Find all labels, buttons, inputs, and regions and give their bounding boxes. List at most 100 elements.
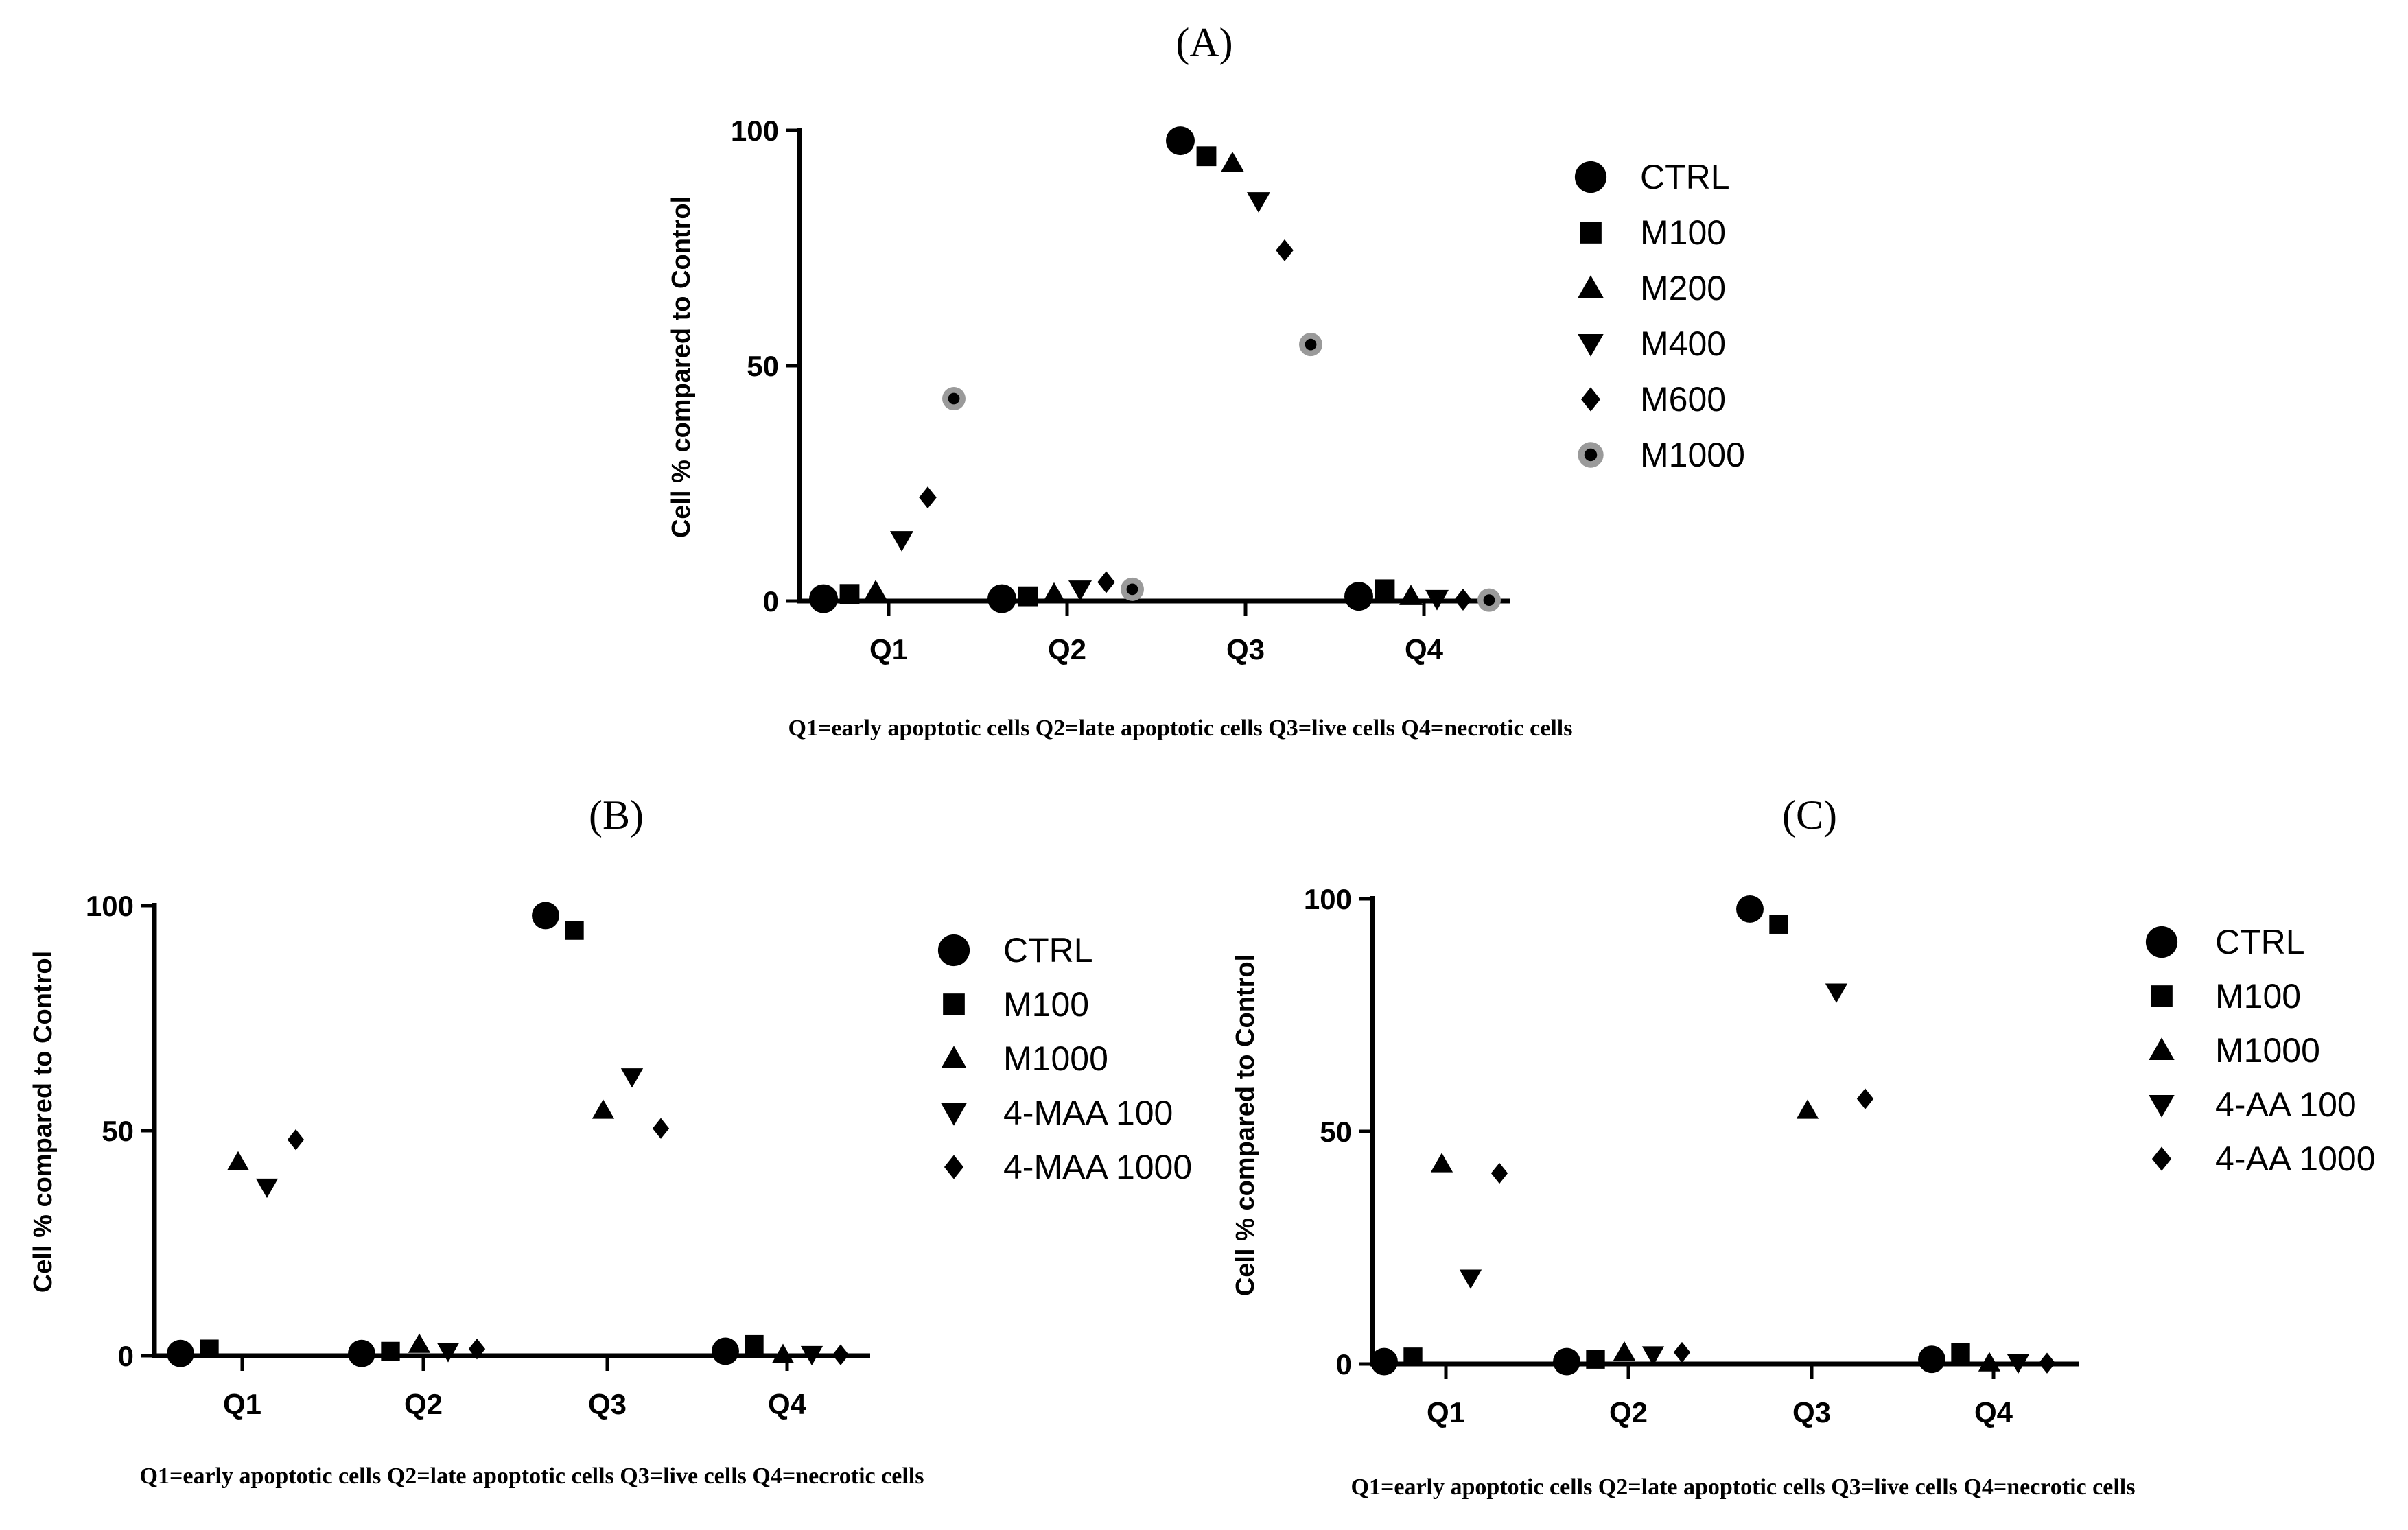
chart-panel-c: (C) 0 50 100 Q1 Q2 Q3 Q4 Cell % compared to Cont…: [1231, 792, 2376, 1500]
data-point-m1000-q2: [408, 1333, 431, 1353]
data-point-m1000-q4: [1978, 1352, 2001, 1372]
data-point-ctrl-q2: [1553, 1347, 1580, 1376]
x-tick-label-q3: Q3: [1226, 633, 1265, 666]
data-point-ctrl-q3: [532, 902, 559, 930]
legend-marker-m100: [1580, 222, 1602, 244]
x-axis-caption: Q1=early apoptotic cells Q2=late apoptot…: [140, 1463, 924, 1489]
data-point-m1000-q1: [1430, 1153, 1453, 1173]
data-point-m100-q4: [1375, 579, 1395, 600]
data-point-4-aa-100-q3: [1825, 983, 1848, 1003]
data-point-m1000-q4: [1477, 588, 1501, 612]
data-point-m600-q1: [919, 486, 937, 509]
data-point-ctrl-q2: [987, 584, 1016, 613]
x-axis-caption: Q1=early apoptotic cells Q2=late apoptot…: [1351, 1474, 2136, 1500]
data-point-m200-q2: [1042, 582, 1066, 603]
data-point-m400-q1: [890, 531, 913, 552]
data-point-ctrl-q3: [1166, 126, 1195, 156]
data-point-m100-q2: [1586, 1350, 1605, 1369]
legend-label: 4-AA 1000: [2215, 1140, 2376, 1178]
data-point-m100-q3: [1769, 915, 1788, 934]
chart-panel-b: (B) 0 50 100 Q1 Q2 Q3 Q4 Cell % compared to Cont…: [29, 792, 1192, 1489]
data-point-m100-q2: [1018, 586, 1038, 607]
panel-label: (C): [1782, 792, 1837, 838]
legend-label: M1000: [1640, 436, 1745, 474]
data-point-ctrl-q2: [348, 1339, 375, 1367]
data-point-m100-q3: [565, 921, 584, 940]
data-point-m100-q4: [745, 1334, 764, 1354]
data-point-m200-q3: [1221, 152, 1244, 172]
data-point-m400-q3: [1247, 192, 1270, 213]
data-point-4-aa-1000-q2: [1673, 1341, 1691, 1363]
data-point-m1000-q3: [592, 1099, 615, 1119]
data-point-m1000-q2: [1613, 1341, 1636, 1361]
data-point-m1000-q2: [1121, 577, 1144, 601]
legend-marker-4-maa-1000: [944, 1155, 964, 1179]
legend: CTRL M100 M200 M400 M600 M1000: [1574, 158, 1745, 474]
y-tick-label: 50: [102, 1115, 134, 1147]
data-point-m1000-q1: [226, 1151, 250, 1171]
data-point-m1000-q3: [1796, 1099, 1819, 1119]
legend-label: 4-MAA 100: [1003, 1094, 1173, 1132]
data-point-4-maa-1000-q1: [287, 1129, 305, 1151]
data-point-4-aa-100-q4: [2007, 1354, 2030, 1374]
data-point-4-maa-100-q3: [620, 1068, 644, 1088]
x-tick-label-q4: Q4: [768, 1388, 807, 1420]
legend-marker-m1000: [2149, 1037, 2175, 1061]
data-point-m1000-q4: [771, 1343, 795, 1363]
y-tick-label: 100: [86, 890, 134, 922]
data-point-ctrl-q3: [1736, 895, 1764, 923]
legend-marker-m100: [2151, 985, 2173, 1007]
data-point-m100-q1: [839, 584, 860, 604]
y-axis-title: Cell % compared to Control: [1231, 954, 1260, 1296]
data-point-m1000-q3-core: [1305, 338, 1317, 351]
x-axis-caption: Q1=early apoptotic cells Q2=late apoptot…: [788, 716, 1573, 741]
legend-label: M100: [1003, 985, 1089, 1024]
y-tick-label: 50: [1320, 1116, 1352, 1148]
data-point-m100-q1: [200, 1339, 219, 1358]
data-point-4-maa-1000-q4: [832, 1344, 850, 1365]
panel-label: (B): [589, 792, 644, 838]
legend-marker-m100: [943, 993, 965, 1015]
data-point-m600-q4: [1454, 588, 1472, 611]
data-point-m1000-q1: [942, 387, 966, 411]
data-point-4-maa-100-q1: [255, 1178, 279, 1199]
y-axis-title: Cell % compared to Control: [29, 951, 58, 1293]
legend-label: CTRL: [1640, 158, 1730, 196]
data-point-4-maa-1000-q3: [652, 1118, 670, 1139]
legend-marker-m200: [1578, 275, 1604, 298]
data-point-m400-q4: [1425, 589, 1449, 611]
legend-marker-4-maa-100: [941, 1103, 967, 1126]
legend-label: M200: [1640, 269, 1726, 307]
data-point-m200-q1: [864, 580, 887, 601]
legend-marker-m1000: [941, 1046, 967, 1069]
legend: CTRL M100 M1000 4-MAA 100 4-MAA 1000: [937, 931, 1192, 1186]
x-tick-label-q2: Q2: [1048, 633, 1086, 666]
legend-label: M1000: [1003, 1039, 1108, 1078]
data-point-ctrl-q1: [809, 584, 838, 613]
y-tick-label: 100: [1304, 883, 1352, 915]
panel-label: (A): [1176, 20, 1232, 65]
y-tick-label: 0: [118, 1340, 134, 1372]
data-point-4-aa-100-q2: [1641, 1346, 1665, 1366]
legend-marker-m1000: [1578, 442, 1604, 468]
data-point-ctrl-q4: [712, 1337, 739, 1365]
data-point-m100-q2: [381, 1341, 400, 1361]
legend-marker-ctrl: [1574, 161, 1607, 193]
legend-label: 4-AA 100: [2215, 1085, 2357, 1124]
legend-label: CTRL: [2215, 923, 2305, 961]
data-point-m100-q3: [1196, 146, 1217, 167]
data-point-m400-q2: [1068, 580, 1092, 601]
x-tick-label-q4: Q4: [1974, 1396, 2013, 1428]
data-point-m200-q4: [1399, 585, 1423, 605]
data-point-m100-q4: [1951, 1343, 1970, 1362]
legend-marker-m600: [1580, 387, 1601, 412]
data-point-m600-q3: [1276, 239, 1294, 261]
data-point-4-aa-1000-q3: [1856, 1088, 1874, 1109]
x-tick-label-q1: Q1: [1427, 1396, 1465, 1428]
data-point-m1000-q1-core: [948, 392, 960, 405]
y-tick-label: 100: [731, 115, 779, 147]
x-tick-label-q2: Q2: [404, 1388, 443, 1420]
data-point-4-maa-1000-q2: [468, 1338, 486, 1360]
legend-marker-m400: [1578, 333, 1604, 357]
data-point-m1000-q4-core: [1483, 594, 1495, 607]
